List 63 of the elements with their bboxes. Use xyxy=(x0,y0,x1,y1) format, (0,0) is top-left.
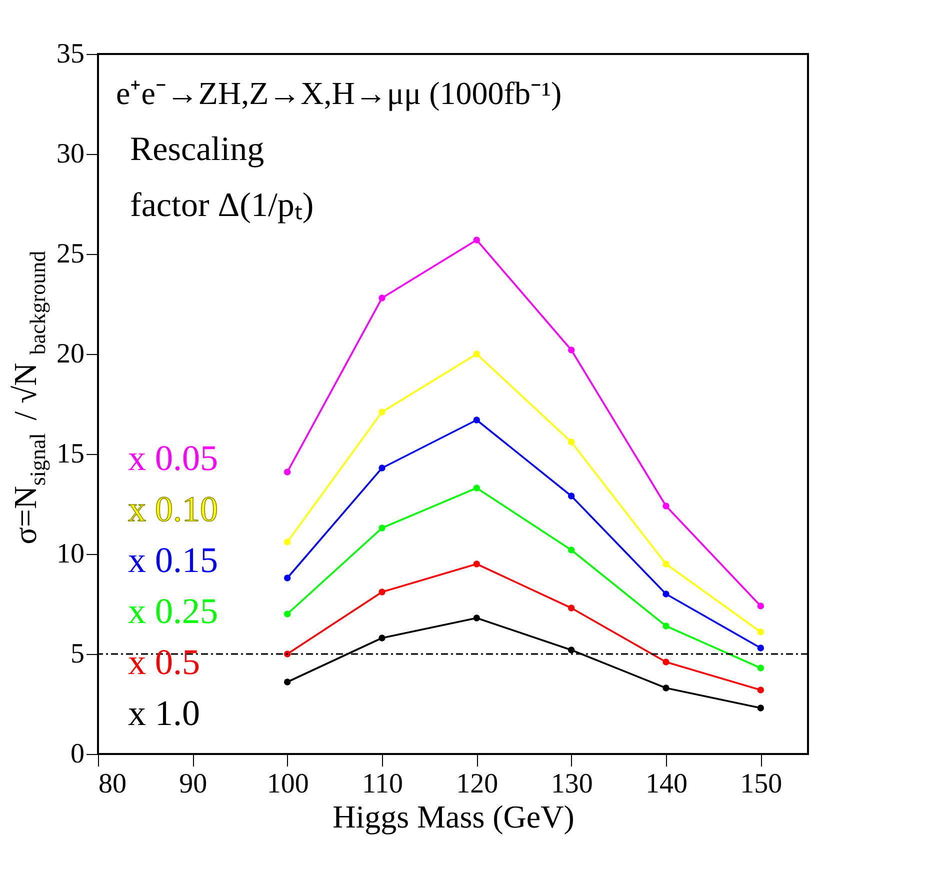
x-tick-label: 80 xyxy=(98,768,126,800)
x-axis-title: Higgs Mass (GeV) xyxy=(332,798,574,834)
point xyxy=(757,686,764,694)
text: x 0.5 xyxy=(128,642,200,682)
point xyxy=(284,650,291,658)
point xyxy=(378,588,386,596)
x-tick-label: 140 xyxy=(646,768,688,800)
annotation: Rescaling xyxy=(130,131,264,168)
series-label: x 0.15 xyxy=(128,540,218,580)
point xyxy=(568,438,575,446)
point xyxy=(568,346,575,354)
point xyxy=(284,678,291,686)
point xyxy=(378,464,386,472)
point xyxy=(757,602,764,610)
y-tick-label: 15 xyxy=(56,438,84,470)
point xyxy=(284,574,291,582)
y-tick-label: 35 xyxy=(56,38,84,70)
series-label: x 0.05 xyxy=(128,438,218,478)
y-tick-label: 10 xyxy=(56,538,84,570)
y-tick-label: 5 xyxy=(70,638,84,670)
x-tick-label: 100 xyxy=(266,768,309,800)
point xyxy=(473,236,480,244)
point xyxy=(378,294,386,302)
point xyxy=(473,416,480,424)
point xyxy=(284,610,291,618)
point xyxy=(662,658,670,666)
point xyxy=(662,560,670,568)
y-tick-label: 20 xyxy=(56,338,84,370)
x-tick-label: 110 xyxy=(362,768,403,800)
point xyxy=(662,502,670,510)
x-tick-label: 90 xyxy=(179,768,208,800)
point xyxy=(473,560,480,568)
point xyxy=(568,492,575,500)
y-tick-label: 0 xyxy=(70,738,84,770)
point xyxy=(662,684,670,692)
x-tick-label: 120 xyxy=(456,768,498,800)
y-tick-label: 25 xyxy=(56,238,84,270)
point xyxy=(473,350,480,358)
series-label: x 0.10 xyxy=(128,489,218,529)
point xyxy=(568,646,575,654)
y-axis-title: σ=Nsignal / √Nbackground xyxy=(7,250,50,544)
point xyxy=(473,484,480,492)
point xyxy=(568,546,575,554)
point xyxy=(757,704,764,712)
x-tick-label: 130 xyxy=(550,768,593,800)
point xyxy=(284,468,291,476)
point xyxy=(378,408,386,416)
point xyxy=(662,590,670,598)
text: x 1.0 xyxy=(128,693,200,733)
point xyxy=(284,538,291,546)
point xyxy=(757,664,764,672)
point xyxy=(757,628,764,636)
annotation: factor Δ(1/pₜ) xyxy=(130,187,314,224)
x-tick-label: 150 xyxy=(740,768,782,800)
point xyxy=(757,644,764,652)
point xyxy=(662,622,670,630)
series-label: x 0.25 xyxy=(128,591,218,631)
point xyxy=(568,604,575,612)
point xyxy=(378,634,386,642)
point xyxy=(378,524,386,532)
annotation: e⁺e⁻→ZH,Z→X,H→μμ (1000fb⁻¹) xyxy=(116,75,562,111)
y-tick-label: 30 xyxy=(56,138,84,170)
point xyxy=(473,614,480,622)
